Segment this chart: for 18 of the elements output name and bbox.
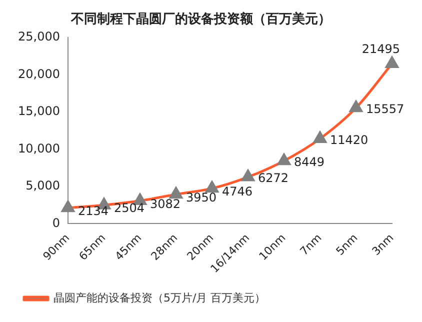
y-tick-label: 10,000 bbox=[18, 141, 60, 156]
chart-title: 不同制程下晶圆厂的设备投资额（百万美元） bbox=[70, 11, 331, 28]
legend-label: 晶圆产能的设备投资（5万片/月 百万美元） bbox=[54, 291, 266, 304]
y-tick-label: 0 bbox=[52, 216, 60, 230]
data-label: 21495 bbox=[362, 42, 400, 56]
y-tick-label: 20,000 bbox=[18, 66, 60, 81]
y-tick-label: 15,000 bbox=[18, 104, 60, 118]
data-label: 2504 bbox=[114, 201, 145, 216]
data-label: 6272 bbox=[258, 171, 289, 186]
data-label: 15557 bbox=[366, 102, 404, 116]
data-label: 3082 bbox=[150, 196, 181, 211]
data-label: 3950 bbox=[186, 190, 217, 204]
data-label: 11420 bbox=[330, 132, 368, 147]
y-tick-label: 5,000 bbox=[26, 178, 60, 193]
y-tick-label: 25,000 bbox=[18, 30, 60, 44]
data-label: 2134 bbox=[78, 204, 109, 218]
data-label: 4746 bbox=[222, 184, 253, 199]
data-label: 8449 bbox=[294, 154, 325, 169]
